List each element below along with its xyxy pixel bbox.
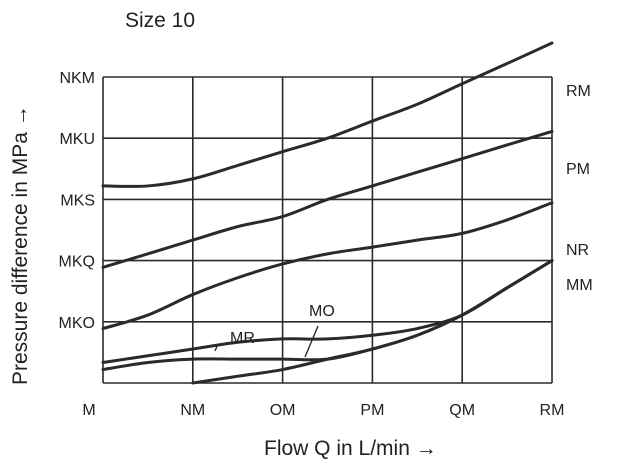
curve-label-NR: NR [566, 242, 589, 259]
x-tick-label: QM [449, 402, 475, 419]
x-tick-label: M [82, 402, 95, 419]
x-tick-label: RM [540, 402, 565, 419]
curve-RM [101, 41, 554, 188]
chart-title: Size 10 [125, 9, 195, 32]
x-tick-label: OM [270, 402, 296, 419]
x-axis-title: Flow Q in L/min → [264, 437, 437, 460]
y-tick-label: MKS [60, 192, 95, 209]
curve-label-leader-MO [304, 325, 319, 358]
x-tick-label: PM [360, 402, 384, 419]
y-axis-title: Pressure difference in MPa → [9, 105, 32, 385]
curve-label-PM: PM [566, 161, 590, 178]
y-tick-label: NKM [59, 70, 95, 87]
grid-lines [102, 76, 553, 384]
curves [101, 41, 554, 385]
curve-label-RM: RM [566, 83, 591, 100]
curve-NR [101, 201, 554, 331]
curve-PM [101, 129, 554, 269]
curve-label-MM: MM [566, 277, 593, 294]
curve-label-MR: MR [230, 330, 255, 347]
y-tick-labels: MKO MKQ MKS MKU NKM [59, 70, 95, 332]
x-tick-labels: M NM OM PM QM RM [82, 402, 564, 419]
curve-label-MO: MO [309, 303, 335, 320]
x-tick-label: NM [180, 402, 205, 419]
y-tick-label: MKQ [59, 254, 95, 271]
curve-labels: RM PM NR MM MR MO [214, 83, 593, 358]
curve-label-leader-MR [214, 343, 219, 352]
y-tick-label: MKO [59, 315, 95, 332]
y-tick-label: MKU [59, 131, 95, 148]
curve-MO [191, 259, 554, 385]
